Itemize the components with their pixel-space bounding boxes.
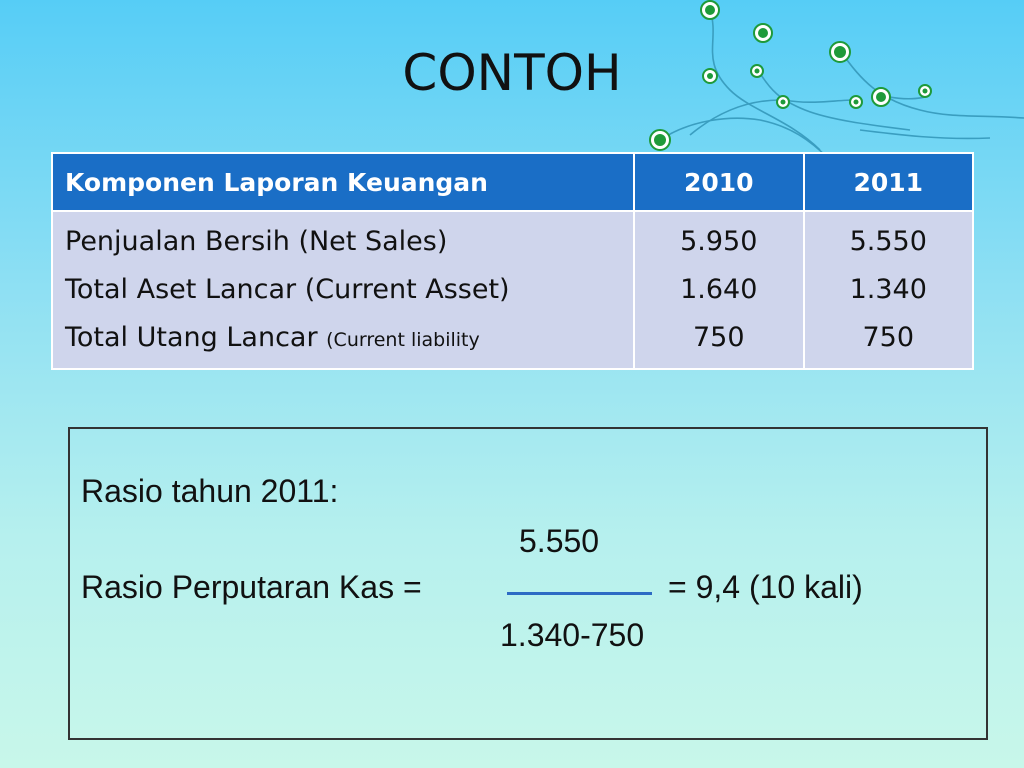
header-component: Komponen Laporan Keuangan xyxy=(51,152,635,212)
value-2010-current-asset: 1.640 xyxy=(680,274,758,305)
calc-heading: Rasio tahun 2011: xyxy=(81,473,339,509)
values-2011-cell: 5.550 1.340 750 xyxy=(802,210,974,370)
table-header-row: Komponen Laporan Keuangan 2010 2011 xyxy=(51,152,974,212)
value-2010-net-sales: 5.950 xyxy=(680,226,758,257)
vine-swirl-decoration-icon xyxy=(649,0,1024,160)
row-label-current-liability: Total Utang Lancar (Current liability xyxy=(65,314,621,364)
value-2011-current-asset: 1.340 xyxy=(849,274,927,305)
calculation-box: Rasio tahun 2011: 5.550 Rasio Perputaran… xyxy=(68,427,988,740)
calc-lhs: Rasio Perputaran Kas = xyxy=(81,569,422,605)
fraction-line xyxy=(507,592,652,595)
value-2010-current-liability: 750 xyxy=(692,322,745,353)
value-2011-current-liability: 750 xyxy=(862,322,915,353)
value-2011-net-sales: 5.550 xyxy=(849,226,927,257)
row-label-current-liability-main: Total Utang Lancar xyxy=(65,322,327,353)
calc-denominator: 1.340-750 xyxy=(500,617,645,653)
row-label-net-sales: Penjualan Bersih (Net Sales) xyxy=(65,226,448,257)
page-title: CONTOH xyxy=(402,44,622,102)
financial-table: Komponen Laporan Keuangan 2010 2011 Penj… xyxy=(51,152,974,370)
row-label-current-asset: Total Aset Lancar (Current Asset) xyxy=(65,274,510,305)
values-2010-cell: 5.950 1.640 750 xyxy=(633,210,805,370)
header-2010: 2010 xyxy=(633,152,805,212)
component-cell: Penjualan Bersih (Net Sales) Total Aset … xyxy=(51,210,635,370)
calc-numerator: 5.550 xyxy=(519,523,600,559)
calc-result: = 9,4 (10 kali) xyxy=(668,569,863,605)
table-row: Penjualan Bersih (Net Sales) Total Aset … xyxy=(51,210,974,370)
row-label-current-liability-note: (Current liability xyxy=(326,329,480,351)
header-2011: 2011 xyxy=(802,152,974,212)
